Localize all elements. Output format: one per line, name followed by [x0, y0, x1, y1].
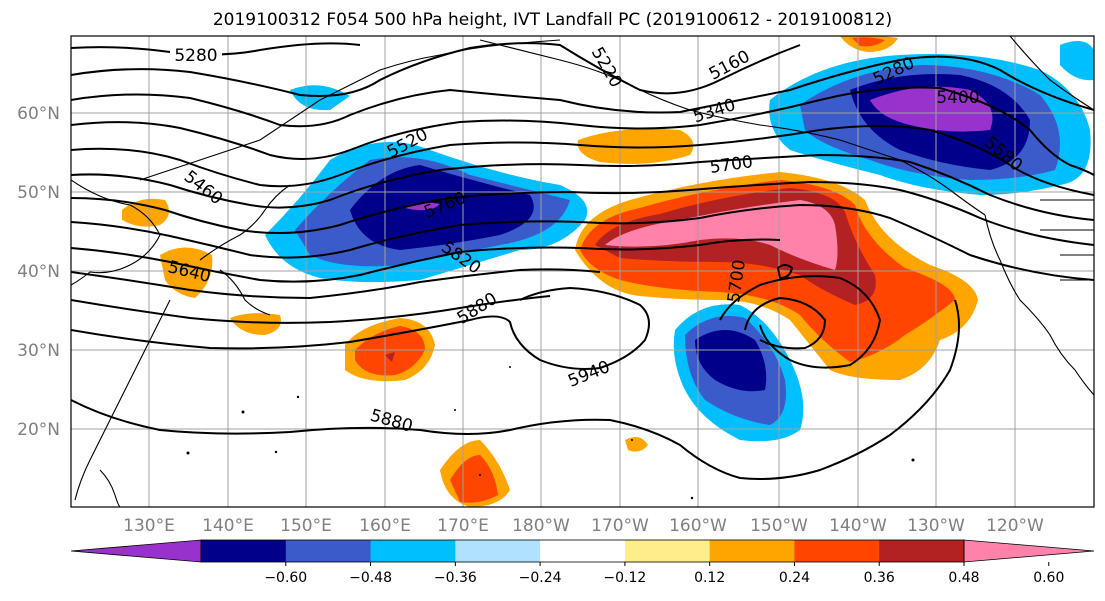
- lon-label-170e: 170°E: [437, 516, 489, 536]
- lon-label-160e: 160°E: [359, 516, 411, 536]
- contour-label-5400: 5400: [936, 88, 979, 108]
- lat-label-20n: 20°N: [17, 420, 60, 440]
- plot-frame: [70, 35, 1095, 508]
- colorbar-frame: [200, 539, 965, 563]
- colorbar-segment: [285, 540, 372, 562]
- colorbar-extend-min: [70, 539, 202, 563]
- colorbar-tick-label: 0.60: [1033, 570, 1064, 586]
- lat-label-40n: 40°N: [17, 262, 60, 282]
- contour-label-bg: [170, 44, 222, 64]
- colorbar-segment: [709, 540, 795, 562]
- colorbar-extend-max: [963, 539, 1095, 563]
- colorbar-tick-label: 0.12: [694, 570, 725, 586]
- lon-label-120w: 120°W: [986, 516, 1044, 536]
- ivt-negative-anomaly-central-pacific: [673, 304, 804, 442]
- lon-label-150e: 150°E: [280, 516, 332, 536]
- lon-label-130e: 130°E: [123, 516, 175, 536]
- colorbar-segment: [370, 540, 456, 562]
- coastlines: [71, 36, 1094, 507]
- latitude-labels: 60°N 50°N 40°N 30°N 20°N: [17, 104, 60, 440]
- colorbar-tick-label: −0.24: [519, 570, 562, 586]
- colorbar-tick-label: −0.36: [434, 570, 477, 586]
- colorbar-tick-label: 0.36: [864, 570, 895, 586]
- lon-label-150w: 150°W: [750, 516, 808, 536]
- colorbar-segment: [201, 540, 287, 562]
- lon-label-160w: 160°W: [669, 516, 727, 536]
- map-title: 2019100312 F054 500 hPa height, IVT Land…: [212, 10, 893, 30]
- height-contours: [71, 42, 1094, 480]
- lon-label-140e: 140°E: [202, 516, 254, 536]
- lat-label-50n: 50°N: [17, 183, 60, 203]
- colorbar-segment: [624, 540, 711, 562]
- ivt-negative-anomaly-gulf-of-alaska: [769, 41, 1094, 195]
- lat-label-30n: 30°N: [17, 341, 60, 361]
- lon-label-170w: 170°W: [591, 516, 649, 536]
- lat-label-60n: 60°N: [17, 104, 60, 124]
- colorbar-segment: [879, 540, 965, 562]
- colorbar-tick-label: −0.60: [264, 570, 307, 586]
- longitude-labels: 130°E 140°E 150°E 160°E 170°E 180°W 170°…: [123, 516, 1044, 536]
- colorbar-tick-label: −0.48: [349, 570, 392, 586]
- lon-label-140w: 140°W: [829, 516, 887, 536]
- colorbar-tick-label: 0.24: [779, 570, 810, 586]
- pacific-islands: [186, 366, 915, 500]
- ivt-negative-anomaly-west-pacific: [265, 85, 588, 283]
- colorbar-segment: [794, 540, 880, 562]
- colorbar: −0.60 −0.48 −0.36 −0.24 −0.12 0.12 0.24 0.36 0.4…: [70, 539, 1095, 586]
- colorbar-tick-label: 0.48: [948, 570, 979, 586]
- contour-label-5280-west: 5280: [174, 46, 217, 66]
- colorbar-segment: [540, 540, 626, 562]
- lon-label-180w: 180°W: [512, 516, 570, 536]
- colorbar-tick-label: −0.12: [603, 570, 646, 586]
- lon-label-130w: 130°W: [907, 516, 965, 536]
- colorbar-segment: [455, 540, 541, 562]
